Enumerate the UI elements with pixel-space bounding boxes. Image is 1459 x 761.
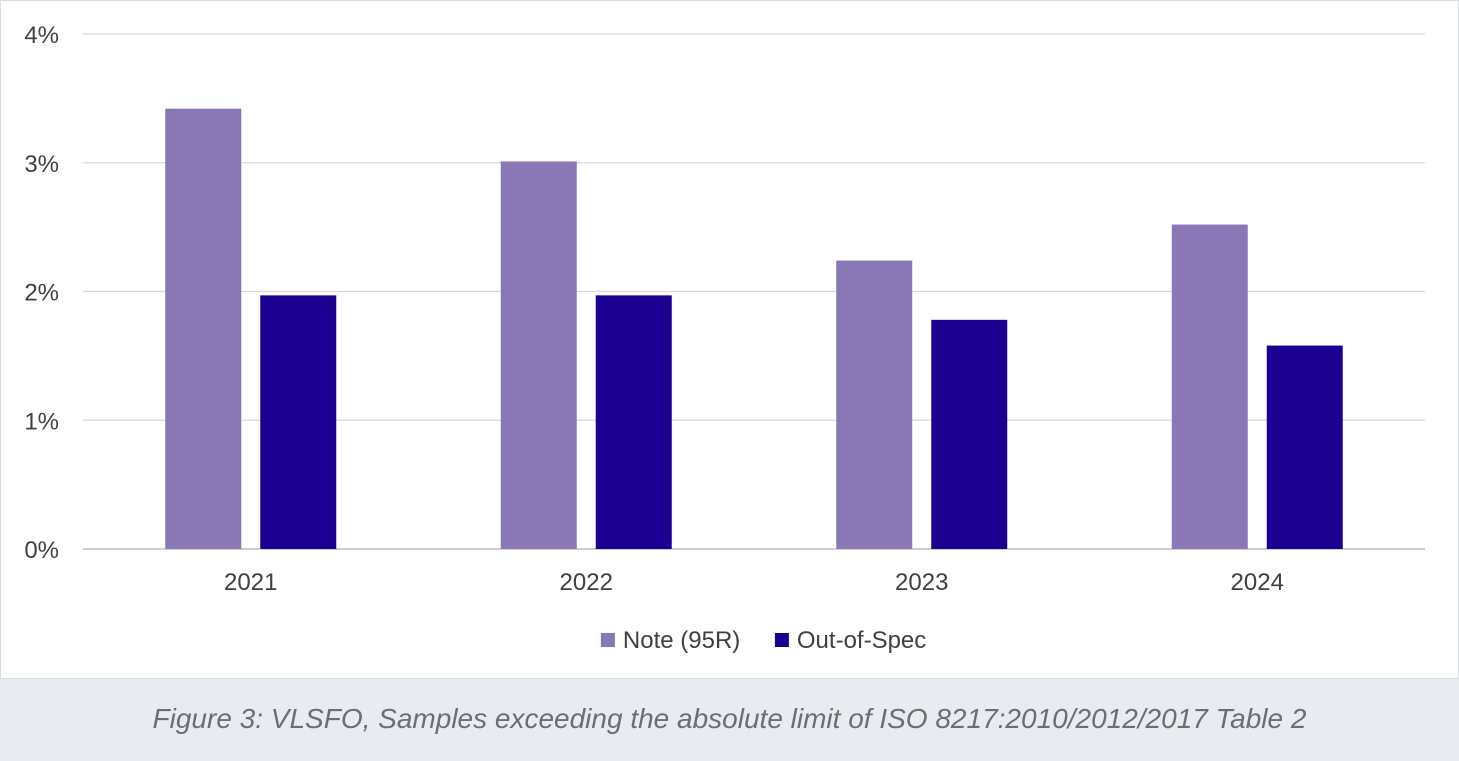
- x-tick-label: 2021: [224, 569, 277, 596]
- bar-chart: 0% 1% 2% 3% 4% 2021 2022 2023 2024 Note (95R) Out-…: [24, 22, 1425, 654]
- bar-note-95r-2023: [836, 260, 913, 549]
- bar-out-of-spec-2023: [931, 319, 1008, 549]
- chart-panel: 0% 1% 2% 3% 4% 2021 2022 2023 2024 Note (95R) Out-…: [0, 0, 1459, 679]
- y-tick-label: 0%: [24, 537, 59, 564]
- y-tick-label: 3%: [24, 151, 59, 178]
- x-tick-label: 2023: [895, 569, 948, 596]
- bar-note-95r-2022: [500, 161, 577, 549]
- legend-swatch: [774, 633, 789, 647]
- x-tick-label: 2024: [1231, 569, 1284, 596]
- legend-swatch: [600, 633, 615, 647]
- y-tick-label: 4%: [24, 22, 59, 49]
- legend-label: Out-of-Spec: [797, 627, 926, 654]
- x-tick-label: 2022: [560, 569, 613, 596]
- y-tick-label: 1%: [24, 408, 59, 435]
- bar-out-of-spec-2021: [260, 295, 337, 549]
- bar-note-95r-2021: [165, 108, 242, 550]
- figure-caption: Figure 3: VLSFO, Samples exceeding the a…: [152, 703, 1307, 734]
- bar-note-95r-2024: [1171, 224, 1248, 550]
- bar-out-of-spec-2024: [1266, 345, 1343, 549]
- bar-out-of-spec-2022: [595, 295, 672, 549]
- y-tick-label: 2%: [24, 280, 59, 307]
- legend-label: Note (95R): [623, 627, 740, 654]
